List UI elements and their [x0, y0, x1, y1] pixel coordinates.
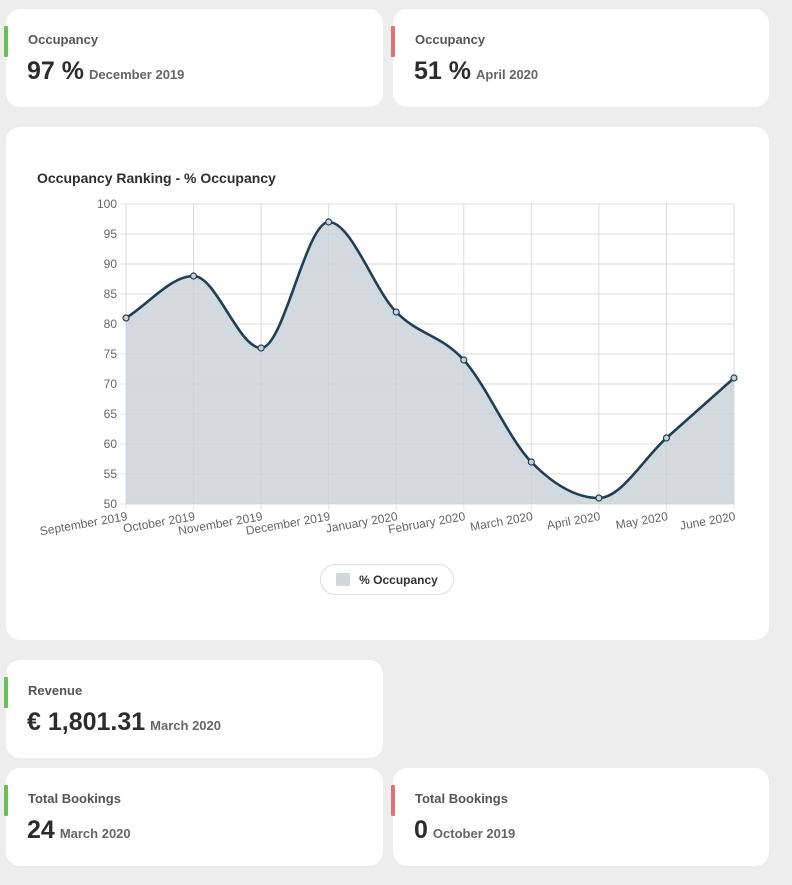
series-area: [126, 222, 734, 504]
card-period: March 2020: [59, 826, 131, 841]
y-tick-label: 80: [104, 317, 118, 331]
bookings-high-card: Total Bookings 24 March 2020: [4, 768, 383, 866]
data-point: [662, 434, 671, 442]
card-value: 51 %: [414, 57, 471, 85]
card-label: Total Bookings: [415, 791, 508, 806]
y-tick-label: 75: [104, 347, 118, 361]
data-point: [595, 494, 603, 502]
y-tick-label: 70: [104, 377, 118, 391]
y-tick-label: 65: [104, 407, 118, 421]
bookings-low-card: Total Bookings 0 October 2019: [391, 768, 769, 866]
legend-swatch: [336, 573, 351, 586]
good-accent-bar: [4, 26, 8, 57]
card-value: € 1,801.31: [27, 708, 146, 736]
card-period: October 2019: [432, 826, 516, 841]
y-tick-label: 85: [104, 287, 118, 301]
card-label: Occupancy: [28, 32, 99, 47]
y-tick-label: 55: [104, 467, 118, 481]
x-tick-label: May 2020: [615, 509, 670, 532]
x-tick-label: September 2019: [39, 509, 129, 538]
revenue-card: Revenue € 1,801.31 March 2020: [4, 660, 383, 758]
occupancy-chart-card: Occupancy Ranking - % Occupancy 50 55 60 65…: [6, 127, 769, 640]
data-point: [325, 218, 333, 226]
card-value: 97 %: [27, 57, 84, 85]
series-line: [125, 220, 735, 500]
y-tick-label: 100: [97, 197, 117, 211]
bad-accent-bar: [391, 785, 395, 816]
data-point: [392, 308, 400, 316]
chart-title: Occupancy Ranking - % Occupancy: [37, 170, 276, 186]
card-label: Total Bookings: [28, 791, 121, 806]
data-point: [189, 272, 198, 280]
card-label: Occupancy: [415, 32, 486, 47]
x-tick-label: February 2020: [387, 509, 467, 536]
x-tick-label: March 2020: [469, 509, 534, 534]
card-value: 0: [414, 816, 428, 844]
good-accent-bar: [4, 677, 8, 708]
card-period: April 2020: [475, 67, 539, 82]
y-tick-label: 95: [104, 227, 118, 241]
y-tick-label: 50: [104, 497, 118, 511]
card-period: March 2020: [150, 718, 221, 733]
y-tick-label: 90: [104, 257, 118, 271]
data-point: [257, 344, 265, 352]
card-period: December 2019: [88, 67, 185, 82]
occupancy-low-card: Occupancy 51 % April 2020: [391, 9, 769, 107]
occupancy-high-card: Occupancy 97 % December 2019: [4, 9, 383, 107]
data-point: [122, 314, 130, 322]
x-tick-label: June 2020: [679, 509, 737, 533]
x-tick-label: April 2020: [546, 509, 602, 532]
good-accent-bar: [4, 785, 8, 816]
y-tick-label: 60: [104, 437, 118, 451]
data-point: [460, 356, 468, 364]
card-label: Revenue: [28, 683, 83, 698]
card-value: 24: [27, 816, 55, 844]
chart-legend[interactable]: % Occupancy: [320, 564, 454, 595]
data-point: [527, 458, 535, 466]
legend-label: % Occupancy: [359, 572, 438, 587]
bad-accent-bar: [391, 26, 395, 57]
data-point: [730, 374, 738, 382]
